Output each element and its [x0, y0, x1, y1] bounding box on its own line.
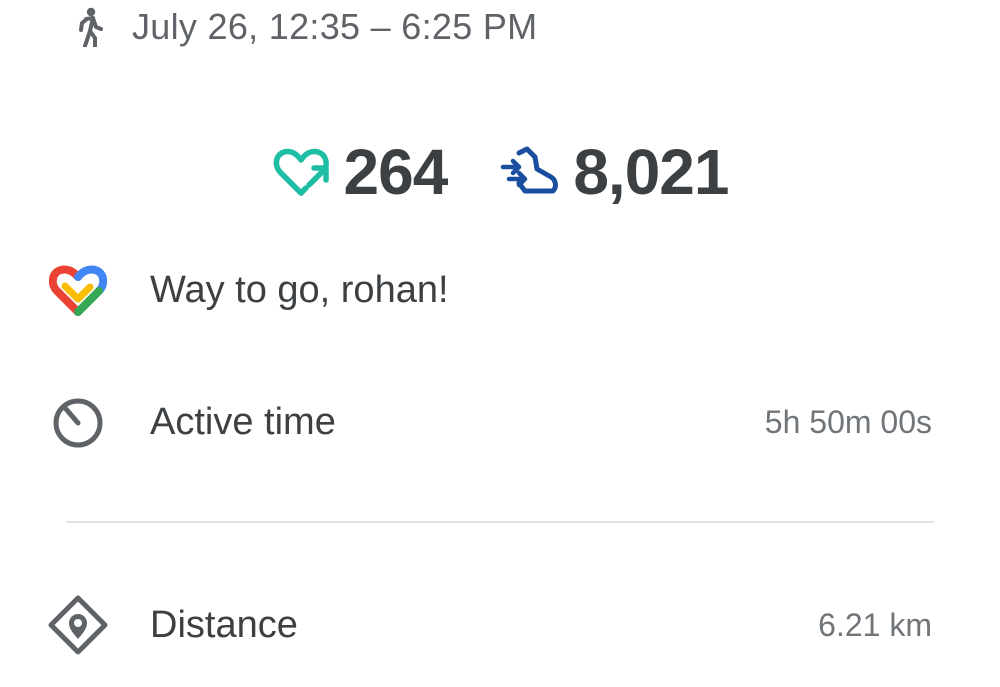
walk-icon: [72, 7, 106, 47]
steps-value: 8,021: [573, 136, 729, 208]
greeting-row: Way to go, rohan!: [0, 260, 1000, 320]
active-time-value: 5h 50m 00s: [764, 403, 932, 440]
steps-stat[interactable]: 8,021: [499, 135, 729, 209]
divider: [66, 521, 934, 523]
distance-label: Distance: [150, 603, 298, 646]
active-time-row[interactable]: Active time 5h 50m 00s: [0, 392, 1000, 452]
heart-points-value: 264: [343, 136, 449, 208]
google-fit-logo: [48, 260, 108, 320]
greeting-text: Way to go, rohan!: [150, 268, 449, 311]
heart-points-stat[interactable]: 264: [272, 135, 448, 209]
active-time-label: Active time: [150, 400, 336, 443]
activity-title: July 26, 12:35 – 6:25 PM: [132, 6, 538, 47]
stats-summary: 264 8,021: [0, 135, 1000, 209]
steps-icon: [499, 143, 561, 201]
timer-icon: [48, 392, 108, 452]
location-diamond-icon: [48, 595, 108, 655]
activity-header: July 26, 12:35 – 6:25 PM: [72, 0, 537, 54]
distance-row[interactable]: Distance 6.21 km: [0, 595, 1000, 655]
distance-value: 6.21 km: [818, 606, 932, 643]
heart-points-icon: [272, 143, 330, 201]
